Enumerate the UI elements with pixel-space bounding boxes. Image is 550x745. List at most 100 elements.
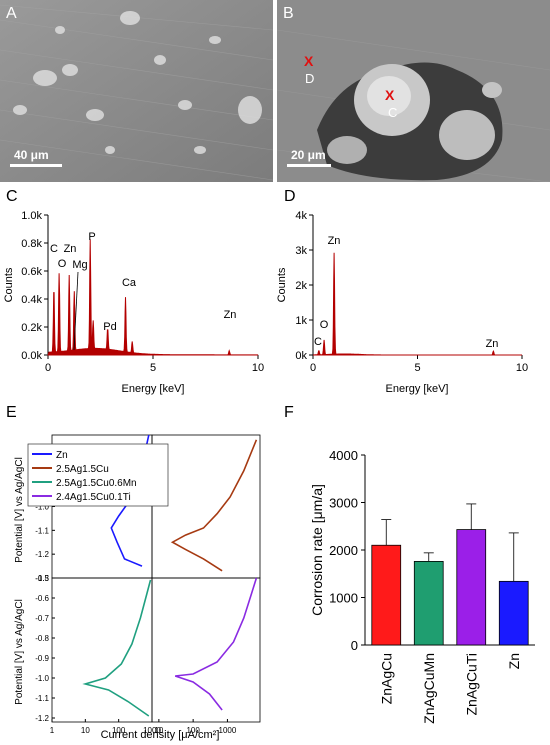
polarization-curve-3 bbox=[82, 579, 152, 717]
eds-c-peak-labels: C Zn O Mg P Ca Pd Zn bbox=[50, 231, 237, 351]
e-xtick-label: 10 bbox=[154, 726, 163, 735]
corrosion-ylabel: Corrosion rate [μm/a] bbox=[309, 484, 325, 616]
e-xtick-label: 100 bbox=[186, 726, 200, 735]
d-peak-label: Zn bbox=[328, 235, 341, 247]
eds-c-axes bbox=[47, 215, 258, 356]
corrosion-chart-f: 0 1000 2000 3000 4000 ZnAgCu ZnAgCuMn ZnAgCuTi… bbox=[309, 448, 535, 724]
polarization-ylabel-top: Potential [V] vs Ag/AgCl bbox=[14, 457, 25, 563]
d-ytick-label: 1k bbox=[295, 315, 307, 327]
e-ytick-label: -0.7 bbox=[35, 614, 49, 623]
e-ytick-label: -1.1 bbox=[35, 694, 49, 703]
c-ytick-label: 1.0k bbox=[21, 210, 42, 222]
f-ytick-label: 0 bbox=[351, 638, 358, 653]
eds-d-spectrum bbox=[312, 252, 522, 356]
e-ytick-label: -1.3 bbox=[35, 574, 49, 583]
corrosion-bar bbox=[413, 561, 444, 646]
polarization-subplot-frame bbox=[151, 577, 261, 723]
polarization-chart-e: -0.8-0.9-1.0-1.1-1.2-1.3-0.5-0.6-0.7-0.8… bbox=[14, 434, 261, 741]
eds-chart-d: 0 5 10 0k 1k 2k 3k 4k CO Zn Zn Energy [keV] Count… bbox=[277, 210, 528, 395]
sem-texture-a bbox=[0, 0, 273, 182]
e-ytick-label: -0.9 bbox=[35, 654, 49, 663]
d-xtick-label: 5 bbox=[414, 362, 420, 374]
polarization-xlabel: Current density [μA/cm²] bbox=[101, 729, 220, 741]
f-ytick-label: 2000 bbox=[329, 543, 358, 558]
c-peak-label: Pd bbox=[103, 321, 116, 333]
point-marker-d: X bbox=[304, 53, 314, 69]
polarization-subplot-frame bbox=[51, 577, 153, 723]
e-ytick-label: -0.6 bbox=[35, 594, 49, 603]
e-xtick-label: 1 bbox=[50, 726, 55, 735]
e-ytick-label: -1.1 bbox=[35, 526, 49, 535]
panel-letter-b: B bbox=[283, 5, 294, 22]
c-ytick-label: 0.0k bbox=[21, 350, 42, 362]
d-ytick-label: 4k bbox=[295, 210, 307, 222]
legend-label: 2.4Ag1.5Cu0.1Ti bbox=[56, 492, 131, 503]
scale-bar-b bbox=[287, 164, 331, 167]
point-label-d: D bbox=[305, 71, 315, 86]
e-ytick-label: -1.2 bbox=[35, 714, 49, 723]
e-ytick-label: -1.0 bbox=[35, 674, 49, 683]
point-marker-c: X bbox=[385, 87, 395, 103]
eds-chart-c: 0 5 10 0.0k 0.2k 0.4k 0.6k 0.8k 1.0k C Zn O Mg P Ca Pd… bbox=[3, 210, 264, 395]
scale-label-a: 40 μm bbox=[14, 148, 49, 162]
d-ytick-label: 0k bbox=[295, 350, 307, 362]
corrosion-category-label: Zn bbox=[506, 653, 522, 669]
d-xtick-label: 0 bbox=[310, 362, 316, 374]
panel-letter-a: A bbox=[6, 5, 17, 22]
polarization-legend: Zn 2.5Ag1.5Cu 2.5Ag1.5Cu0.6Mn 2.4Ag1.5Cu0.1… bbox=[27, 443, 169, 507]
c-peak-label: Zn bbox=[64, 243, 77, 255]
sem-image-a: A 40 μm bbox=[0, 0, 273, 182]
c-ytick-label: 0.2k bbox=[21, 322, 42, 334]
e-ytick-label: -1.0 bbox=[35, 503, 49, 512]
sem-texture-b bbox=[277, 0, 550, 182]
legend-label: 2.5Ag1.5Cu bbox=[56, 464, 109, 475]
e-xtick-label: 10 bbox=[81, 726, 90, 735]
panel-letter-c: C bbox=[6, 188, 18, 205]
c-peak-label: O bbox=[58, 258, 67, 270]
polarization-curve-4 bbox=[174, 577, 258, 711]
eds-d-axes bbox=[312, 215, 522, 356]
corrosion-category-label: ZnAgCuTi bbox=[463, 653, 479, 716]
c-xtick-label: 5 bbox=[150, 362, 156, 374]
scale-label-b: 20 μm bbox=[291, 148, 326, 162]
c-ytick-label: 0.4k bbox=[21, 294, 42, 306]
corrosion-category-labels: ZnAgCu ZnAgCuMn ZnAgCuTi Zn bbox=[378, 653, 522, 724]
d-xtick-label: 10 bbox=[516, 362, 528, 374]
e-ytick-label: -1.2 bbox=[35, 550, 49, 559]
eds-d-peak-labels: CO Zn Zn bbox=[314, 235, 498, 350]
panel-letter-f: F bbox=[284, 404, 294, 421]
panel-letter-d: D bbox=[284, 188, 296, 205]
c-ytick-label: 0.8k bbox=[21, 238, 42, 250]
e-xtick-label: 1000 bbox=[143, 726, 161, 735]
eds-d-xlabel: Energy [keV] bbox=[386, 383, 449, 395]
point-label-c: C bbox=[388, 105, 398, 120]
corrosion-category-label: ZnAgCu bbox=[378, 653, 394, 704]
f-ytick-label: 1000 bbox=[329, 591, 358, 606]
c-peak-label: Zn bbox=[224, 309, 237, 321]
d-peak-label: C bbox=[314, 336, 322, 348]
c-xtick-label: 0 bbox=[45, 362, 51, 374]
corrosion-bar bbox=[371, 544, 402, 646]
polarization-curve-2 bbox=[170, 439, 258, 572]
scale-bar-a bbox=[10, 164, 62, 167]
legend-label: 2.5Ag1.5Cu0.6Mn bbox=[56, 478, 137, 489]
c-mg-leader bbox=[73, 271, 79, 351]
f-ytick-label: 3000 bbox=[329, 496, 358, 511]
eds-c-spectrum bbox=[47, 239, 259, 356]
sem-image-b: B X D X C 20 μm bbox=[277, 0, 550, 182]
c-ytick-label: 0.6k bbox=[21, 266, 42, 278]
e-xtick-label: 100 bbox=[112, 726, 126, 735]
eds-d-ylabel: Counts bbox=[277, 267, 288, 302]
e-xtick-label: 1000 bbox=[219, 726, 237, 735]
c-peak-label: P bbox=[88, 231, 95, 243]
c-peak-label: C bbox=[50, 243, 58, 255]
d-ytick-label: 3k bbox=[295, 245, 307, 257]
corrosion-category-label: ZnAgCuMn bbox=[421, 653, 437, 724]
c-xtick-label: 10 bbox=[252, 362, 264, 374]
corrosion-bars bbox=[371, 503, 529, 646]
c-peak-label: Ca bbox=[122, 277, 137, 289]
panel-letter-e: E bbox=[6, 404, 17, 421]
corrosion-bar bbox=[498, 580, 529, 646]
f-ytick-label: 4000 bbox=[329, 448, 358, 463]
corrosion-bar bbox=[456, 529, 487, 646]
